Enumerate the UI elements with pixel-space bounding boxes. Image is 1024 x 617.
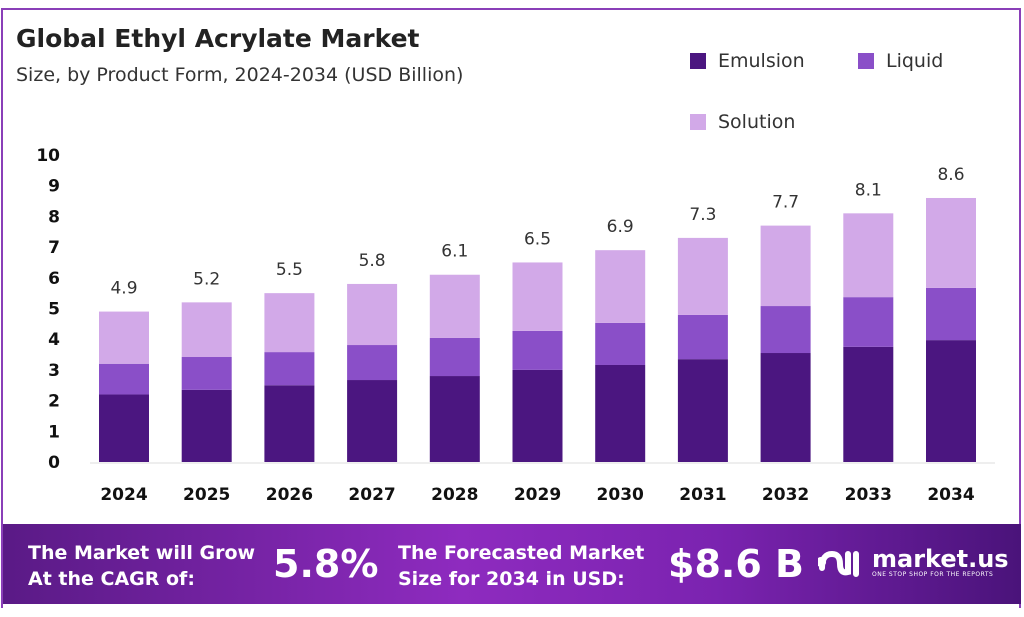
bar-segment-solution xyxy=(99,311,149,364)
bar-total-label: 6.9 xyxy=(607,217,634,237)
bar-segment-emulsion xyxy=(181,389,232,462)
forecast-value: $8.6 B xyxy=(668,542,804,586)
y-tick-label: 1 xyxy=(48,422,60,442)
y-tick-label: 3 xyxy=(48,361,60,381)
bar-segment-liquid xyxy=(595,322,646,365)
y-tick-label: 8 xyxy=(48,207,60,227)
bar-segment-solution xyxy=(181,302,232,358)
legend-label: Emulsion xyxy=(718,50,805,72)
bar-segment-solution xyxy=(429,274,480,338)
forecast-label-2: Size for 2034 in USD: xyxy=(398,568,625,590)
legend-label: Solution xyxy=(718,111,796,133)
bar-segment-emulsion xyxy=(347,380,398,462)
logo-tagline: ONE STOP SHOP FOR THE REPORTS xyxy=(872,570,994,578)
y-tick-label: 0 xyxy=(48,453,60,473)
cagr-value: 5.8% xyxy=(273,542,379,586)
forecast-label: The Forecasted Market xyxy=(398,542,645,564)
bar-total-label: 6.5 xyxy=(524,229,551,249)
bar-segment-solution xyxy=(512,262,563,331)
y-tick-label: 5 xyxy=(48,300,60,320)
bar-segment-liquid xyxy=(429,337,480,377)
bar-segment-solution xyxy=(926,197,976,288)
y-tick-label: 7 xyxy=(48,238,60,258)
bar-total-label: 8.1 xyxy=(855,180,882,200)
y-tick-label: 6 xyxy=(48,269,60,289)
bar-segment-liquid xyxy=(843,297,894,347)
y-tick-label: 10 xyxy=(36,146,60,166)
legend-item-liquid: Liquid xyxy=(858,50,943,72)
bar-segment-liquid xyxy=(760,306,811,354)
x-tick-label: 2026 xyxy=(266,485,313,505)
bar-segment-emulsion xyxy=(760,353,811,462)
y-tick-label: 2 xyxy=(48,392,60,412)
x-tick-label: 2024 xyxy=(100,485,147,505)
y-tick-label: 9 xyxy=(48,177,60,197)
y-tick-label: 4 xyxy=(48,330,60,350)
bar-total-label: 7.7 xyxy=(772,193,799,213)
legend-swatch xyxy=(690,53,706,69)
bar-total-label: 4.9 xyxy=(110,279,137,299)
logo-text: market.us xyxy=(872,544,1009,573)
bar-segment-emulsion xyxy=(843,346,894,462)
legend-swatch xyxy=(690,114,706,130)
market-us-logo: market.us ONE STOP SHOP FOR THE REPORTS xyxy=(818,546,1009,578)
cagr-label-2: At the CAGR of: xyxy=(28,568,195,590)
bar-segment-liquid xyxy=(99,363,149,395)
x-tick-label: 2031 xyxy=(679,485,726,505)
x-tick-label: 2034 xyxy=(927,485,974,505)
chart-plot: 0 1 2 3 4 5 6 7 8 9 10 4.9 2024 5.2 2025 5.5 2026 5.8 2027… xyxy=(36,146,995,505)
bar-segment-liquid xyxy=(264,352,315,386)
bar-segment-solution xyxy=(347,283,398,346)
bar-segment-solution xyxy=(677,237,728,315)
bar-segment-solution xyxy=(264,293,315,353)
bar-total-label: 8.6 xyxy=(937,165,964,185)
x-tick-label: 2025 xyxy=(183,485,230,505)
x-tick-label: 2030 xyxy=(597,485,644,505)
logo-icon xyxy=(818,550,859,577)
bar-segment-liquid xyxy=(181,357,232,390)
bar-total-label: 5.5 xyxy=(276,260,303,280)
bar-segment-liquid xyxy=(677,314,728,360)
bar-total-label: 7.3 xyxy=(689,205,716,225)
bar-total-label: 5.8 xyxy=(359,251,386,271)
cagr-label: The Market will Grow xyxy=(28,542,256,564)
bar-segment-liquid xyxy=(512,330,563,370)
bar-segment-solution xyxy=(843,213,894,298)
bar-total-label: 5.2 xyxy=(193,269,220,289)
bar-segment-liquid xyxy=(926,287,976,341)
footer-banner: The Market will Grow At the CAGR of: 5.8… xyxy=(3,524,1021,604)
bar-segment-emulsion xyxy=(926,340,976,462)
bar-segment-emulsion xyxy=(677,359,728,462)
x-tick-label: 2029 xyxy=(514,485,561,505)
x-tick-label: 2027 xyxy=(348,485,395,505)
legend-item-solution: Solution xyxy=(690,111,795,133)
bar-segment-emulsion xyxy=(595,364,646,462)
bar-total-label: 6.1 xyxy=(441,242,468,262)
bar-segment-solution xyxy=(760,225,811,307)
frame xyxy=(1,8,1021,608)
bar-segment-emulsion xyxy=(429,376,480,462)
bar-segment-liquid xyxy=(347,345,398,381)
chart-title: Global Ethyl Acrylate Market xyxy=(16,24,420,53)
bar-segment-emulsion xyxy=(512,369,563,462)
legend-label: Liquid xyxy=(886,50,944,72)
bar-segment-solution xyxy=(595,250,646,323)
x-tick-label: 2028 xyxy=(431,485,478,505)
legend-item-emulsion: Emulsion xyxy=(690,50,805,72)
x-tick-label: 2033 xyxy=(845,485,892,505)
chart-subtitle: Size, by Product Form, 2024-2034 (USD Bi… xyxy=(16,64,464,86)
x-tick-label: 2032 xyxy=(762,485,809,505)
legend-swatch xyxy=(858,53,874,69)
bar-segment-emulsion xyxy=(99,394,149,462)
bar-segment-emulsion xyxy=(264,385,315,462)
